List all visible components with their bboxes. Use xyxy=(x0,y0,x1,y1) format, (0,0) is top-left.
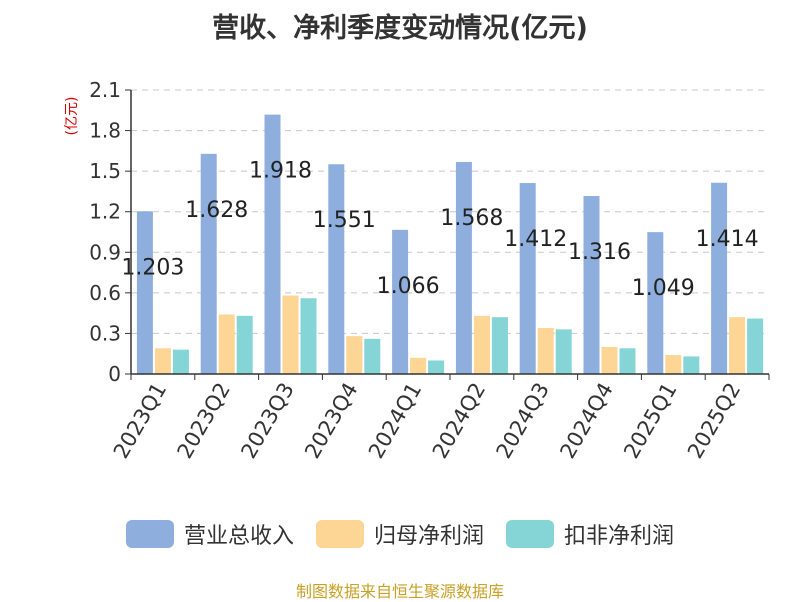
y-tick-label: 0.6 xyxy=(89,281,121,305)
bar-revenue xyxy=(455,161,472,374)
y-tick-label: 0 xyxy=(108,362,121,386)
data-label: 1.414 xyxy=(696,227,759,252)
x-tick-label: 2023Q2 xyxy=(173,379,235,463)
bar-deducted-net-profit xyxy=(491,317,508,374)
x-tick-label: 2024Q3 xyxy=(492,379,554,463)
data-source-note: 制图数据来自恒生聚源数据库 xyxy=(295,582,504,601)
data-label: 1.412 xyxy=(504,227,567,252)
x-tick-label: 2024Q4 xyxy=(555,379,617,463)
bar-revenue xyxy=(264,114,281,374)
legend-swatch-revenue xyxy=(125,520,174,548)
bar-net-profit xyxy=(282,295,299,374)
x-tick-label: 2025Q2 xyxy=(683,379,745,463)
data-label: 1.551 xyxy=(313,208,376,233)
bar-net-profit xyxy=(218,314,235,374)
data-label: 1.049 xyxy=(632,276,695,301)
legend-swatch-deducted-net-profit xyxy=(506,520,554,548)
y-tick-label: 1.8 xyxy=(89,119,121,143)
legend-label-revenue: 营业总收入 xyxy=(183,524,294,549)
data-label: 1.066 xyxy=(377,274,440,299)
bar-revenue xyxy=(200,153,217,374)
legend-label-net-profit: 归母净利润 xyxy=(373,524,484,549)
bar-net-profit xyxy=(473,315,490,374)
x-tick-label: 2023Q3 xyxy=(236,379,298,463)
legend-item-net-profit[interactable]: 归母净利润 xyxy=(315,518,484,550)
bar-chart: 0 0.3 0.6 0.9 1.2 1.5 1.8 2.1 (亿元) 1.203 1.6281.91… xyxy=(64,78,770,463)
bar-revenue xyxy=(392,229,409,374)
legend-label-deducted-net-profit: 扣非净利润 xyxy=(564,524,675,549)
data-label: 1.203 xyxy=(121,255,184,280)
bar-revenue xyxy=(711,182,728,374)
data-label: 1.568 xyxy=(440,206,503,231)
y-tick-label: 0.9 xyxy=(89,240,121,264)
data-label: 1.316 xyxy=(568,240,631,265)
bar-net-profit xyxy=(346,336,363,374)
bar-net-profit xyxy=(154,348,171,374)
chart-legend: 营业总收入 归母净利润 扣非净利润 xyxy=(0,518,800,550)
bar-net-profit xyxy=(665,355,682,374)
x-tick-label: 2023Q1 xyxy=(109,379,171,463)
bar-deducted-net-profit xyxy=(172,349,189,374)
bar-deducted-net-profit xyxy=(683,356,700,374)
chart-title: 营收、净利季度变动情况(亿元) xyxy=(212,13,588,44)
bar-deducted-net-profit xyxy=(236,315,253,374)
data-label: 1.918 xyxy=(249,159,312,184)
bar-revenue xyxy=(519,183,536,374)
bar-deducted-net-profit xyxy=(364,338,381,374)
bar-deducted-net-profit xyxy=(300,298,317,374)
bar-deducted-net-profit xyxy=(747,318,764,374)
y-tick-label: 0.3 xyxy=(89,321,121,345)
bar-revenue xyxy=(136,211,153,374)
x-tick-label: 2025Q1 xyxy=(619,379,681,463)
bar-net-profit xyxy=(729,317,746,374)
bar-deducted-net-profit xyxy=(555,329,572,374)
bar-revenue xyxy=(647,232,664,374)
legend-item-revenue[interactable]: 营业总收入 xyxy=(125,518,294,550)
x-tick-label: 2024Q2 xyxy=(428,379,490,463)
x-tick-label: 2023Q4 xyxy=(300,379,362,463)
bar-net-profit xyxy=(410,357,427,374)
bar-revenue xyxy=(328,164,345,374)
y-tick-label: 1.5 xyxy=(89,159,121,183)
legend-swatch-net-profit xyxy=(315,520,364,548)
y-axis-label: (亿元) xyxy=(64,97,80,136)
bar-revenue xyxy=(583,196,600,374)
bar-deducted-net-profit xyxy=(619,348,636,374)
bar-net-profit xyxy=(601,346,618,374)
data-label: 1.628 xyxy=(185,198,248,223)
y-tick-label: 2.1 xyxy=(89,78,121,102)
x-tick-label: 2024Q1 xyxy=(364,379,426,463)
y-tick-label: 1.2 xyxy=(89,200,121,224)
bar-deducted-net-profit xyxy=(428,360,445,374)
legend-item-deducted-net-profit[interactable]: 扣非净利润 xyxy=(506,518,674,550)
bar-net-profit xyxy=(537,328,554,374)
